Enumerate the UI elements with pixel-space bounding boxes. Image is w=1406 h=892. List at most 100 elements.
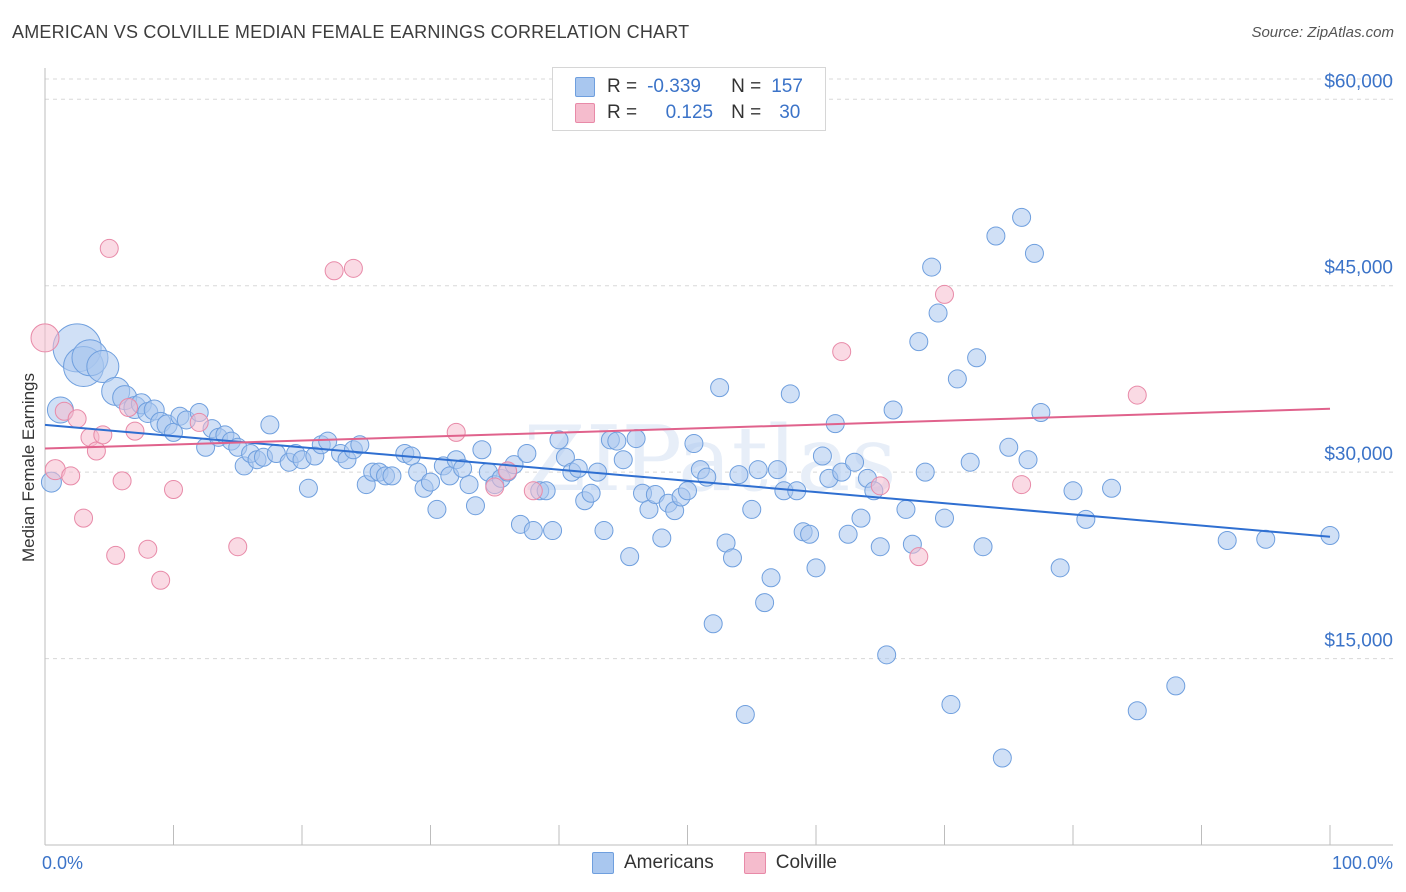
american-point [967,348,987,368]
chart-title: AMERICAN VS COLVILLE MEDIAN FEMALE EARNI… [12,22,690,42]
american-point [260,415,280,435]
american-point [909,332,929,352]
colville-point [485,477,505,497]
colville-point [61,466,81,486]
american-point [453,458,473,478]
american-point [298,478,318,498]
american-point [883,400,903,420]
legend-item-americans: Americans [592,852,714,874]
x-tick-label: 0.0% [42,853,83,873]
legend-n-label: N = [731,76,762,97]
colville-point [909,547,929,567]
american-point [1050,558,1070,578]
colville-point [86,441,106,461]
american-point [877,645,897,665]
y-tick-label: $15,000 [1324,631,1393,652]
american-point [607,431,627,451]
american-point [941,695,961,715]
american-point [1217,531,1237,550]
legend-n-label: N = [731,102,762,123]
american-point [1256,529,1276,549]
american-point [986,226,1006,246]
american-point [382,466,402,486]
colville-point [119,398,139,418]
colville-point [99,238,119,258]
points-layer [30,207,1340,768]
colville-point [446,422,466,442]
legend-item-colville: Colville [743,852,837,874]
american-point [678,481,697,501]
legend-r-value: -0.339 [647,76,701,97]
american-point [703,614,723,634]
american-point [1166,676,1186,696]
colville-point [74,508,94,528]
legend-n-value: 30 [779,102,801,123]
american-point [710,378,730,398]
american-point [742,499,762,519]
legend-row-colville: R = 0.125 N = 30 [575,101,800,125]
colville-point [138,539,158,559]
american-point [767,460,787,480]
colville-point [228,537,248,557]
colville-point [112,471,132,491]
american-point [780,384,800,404]
american-point [851,508,871,528]
axis-layer [44,68,1393,846]
grid-layer: ZIPatlas [45,78,1393,660]
y-tick-label: $30,000 [1324,444,1393,465]
american-point [523,521,543,541]
american-point [427,499,447,519]
american-point [729,465,749,485]
american-point [472,440,492,460]
colville-legend-swatch [743,852,766,874]
american-point [922,257,942,277]
colville-point [151,570,171,590]
american-point [620,547,640,567]
american-point [947,369,967,389]
american-point [755,593,775,613]
label-layer: $15,000 $30,000 $45,000 $60,000 0.0% 100.0% Me… [19,71,1393,873]
american-point [999,437,1019,457]
colville-point [30,323,60,353]
american-point [408,462,428,482]
legend-row-americans: R = -0.339 N = 157 [575,75,803,99]
americans-swatch [575,77,595,97]
colville-point [1127,385,1147,405]
legend-r-label: R = [607,102,638,123]
source-label: Source: ZipAtlas.com [1251,24,1394,41]
american-point [960,452,980,472]
american-point [652,528,672,548]
legend-r-label: R = [607,76,638,97]
americans-trend-line [44,423,1331,538]
colville-trend-line [44,407,1331,450]
american-point [992,748,1012,768]
american-point [568,458,588,478]
american-point [1127,701,1147,721]
legend-r-value: 0.125 [665,102,714,123]
american-point [832,462,852,482]
american-point [594,521,614,541]
colville-point [343,258,363,278]
american-point [350,435,370,455]
american-point [928,303,948,323]
american-point [86,350,120,383]
american-point [870,537,890,557]
colville-point [164,480,183,500]
american-point [1018,450,1038,470]
american-point [1063,481,1083,501]
american-point [1102,478,1122,498]
americans-legend-swatch [592,852,614,874]
colville-swatch [575,103,595,123]
trend-layer [44,407,1331,538]
american-point [935,508,954,528]
colville-point [870,476,890,496]
american-point [1076,509,1096,529]
american-point [896,499,916,519]
colville-point [106,545,126,565]
american-point [459,475,479,495]
american-point [748,460,768,480]
american-point [626,429,646,449]
american-point [806,558,826,578]
correlation-legend: R = -0.339 N = 157 R = 0.125 N = 30 [552,67,826,131]
